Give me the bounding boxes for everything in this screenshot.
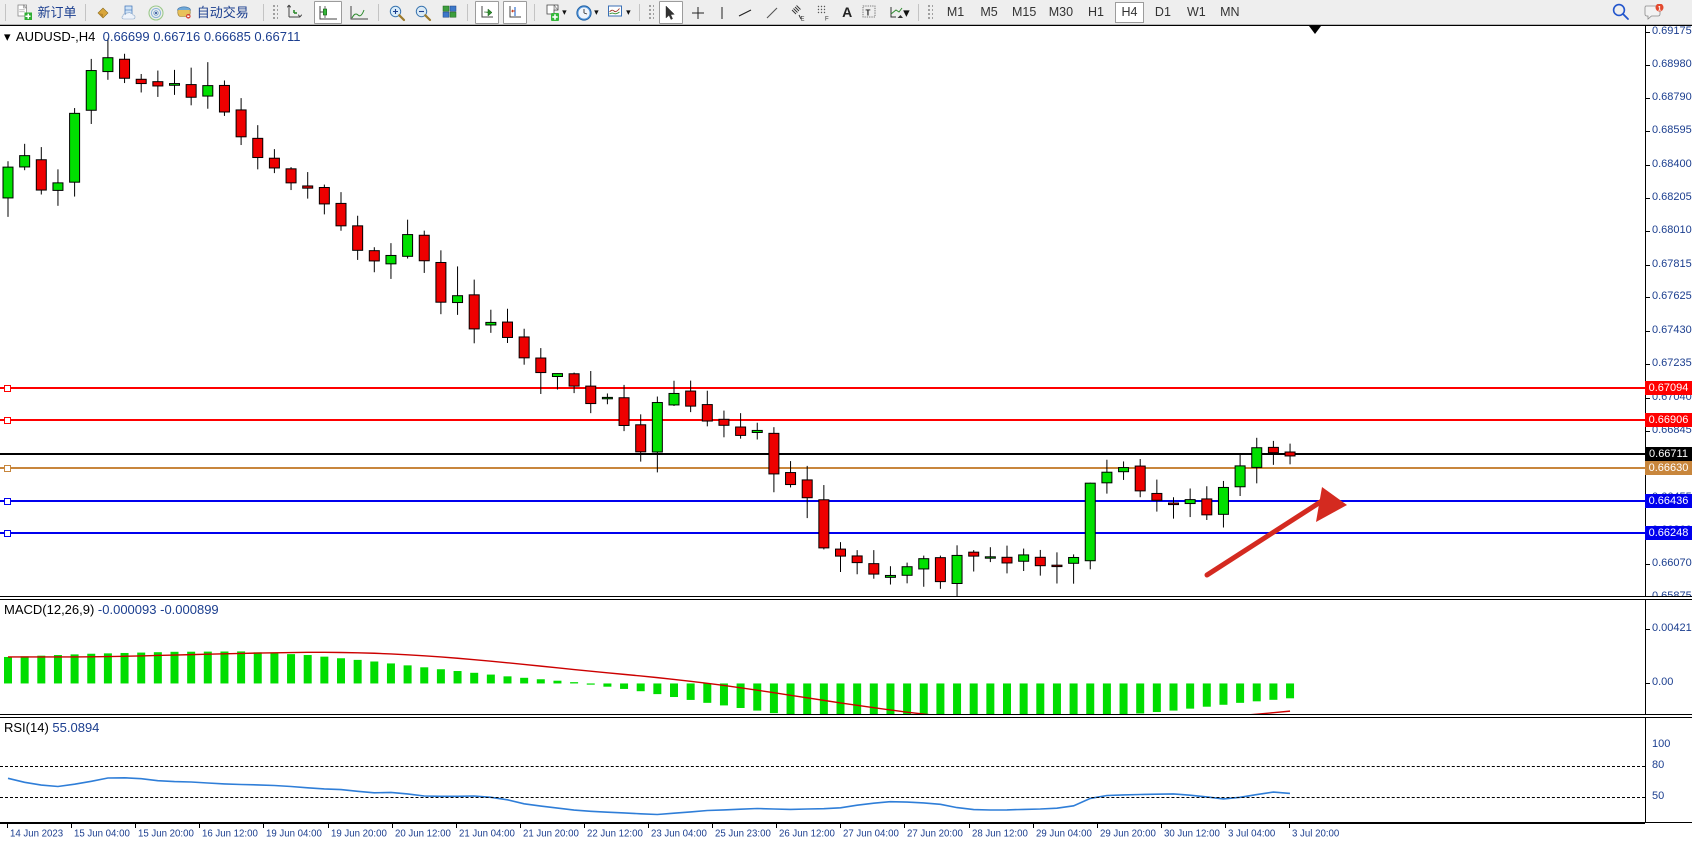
- svg-text:T: T: [865, 8, 870, 17]
- svg-text:1: 1: [1658, 5, 1662, 12]
- svg-text:E: E: [801, 16, 805, 22]
- svg-text:F: F: [825, 16, 829, 22]
